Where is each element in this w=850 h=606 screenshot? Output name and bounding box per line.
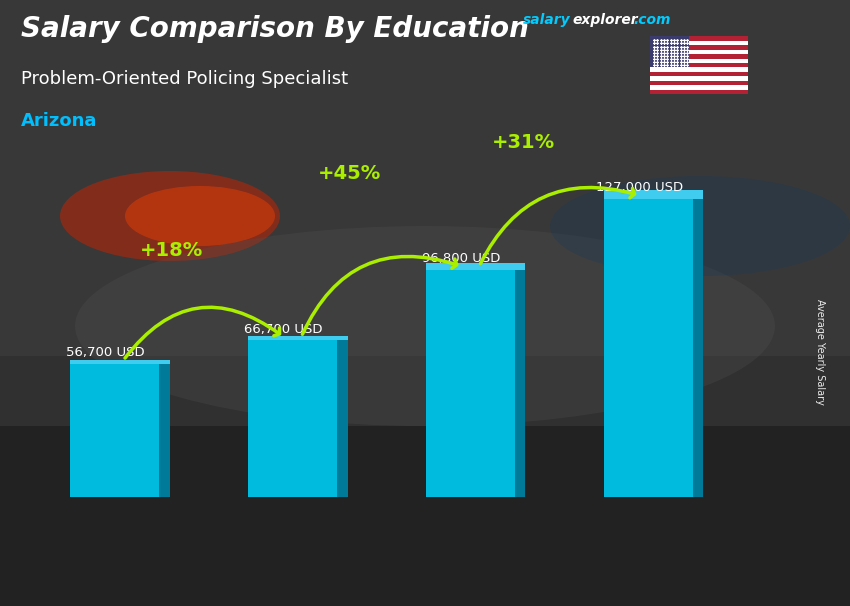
Bar [0,356,850,606]
Bar [70,364,159,497]
Text: Problem-Oriented Policing Specialist: Problem-Oriented Policing Specialist [21,70,348,88]
Bar [650,41,748,45]
FancyBboxPatch shape [70,360,170,364]
Text: .com: .com [633,13,671,27]
FancyBboxPatch shape [159,364,170,497]
Text: 56,700 USD: 56,700 USD [66,346,144,359]
Ellipse shape [550,176,850,276]
FancyBboxPatch shape [426,263,525,270]
Ellipse shape [60,171,280,261]
FancyBboxPatch shape [248,336,348,341]
Text: 66,700 USD: 66,700 USD [244,323,323,336]
Text: Average Yearly Salary: Average Yearly Salary [815,299,825,404]
Bar [650,76,748,81]
Text: +18%: +18% [139,241,203,261]
Ellipse shape [75,226,775,426]
Bar [650,45,748,50]
Text: +45%: +45% [318,164,381,182]
Bar [426,270,515,497]
Ellipse shape [125,186,275,246]
Text: salary: salary [523,13,570,27]
FancyBboxPatch shape [337,341,348,497]
Text: Salary Comparison By Education: Salary Comparison By Education [21,15,529,43]
Text: +31%: +31% [492,133,555,152]
Text: Arizona: Arizona [21,112,98,130]
Bar [650,50,748,54]
Bar [650,85,748,90]
Text: explorer: explorer [572,13,638,27]
Bar [650,67,748,72]
Bar [650,36,689,67]
FancyBboxPatch shape [515,270,525,497]
Bar [248,341,337,497]
Bar [650,81,748,85]
Bar [650,63,748,67]
Bar [650,54,748,59]
Text: 127,000 USD: 127,000 USD [596,181,683,195]
Text: 96,800 USD: 96,800 USD [422,252,501,265]
FancyBboxPatch shape [604,190,703,199]
Bar [650,59,748,63]
Bar [650,72,748,76]
Bar [650,90,748,94]
Bar [0,426,850,606]
Bar [604,199,693,497]
Bar [650,36,748,41]
FancyBboxPatch shape [693,199,703,497]
